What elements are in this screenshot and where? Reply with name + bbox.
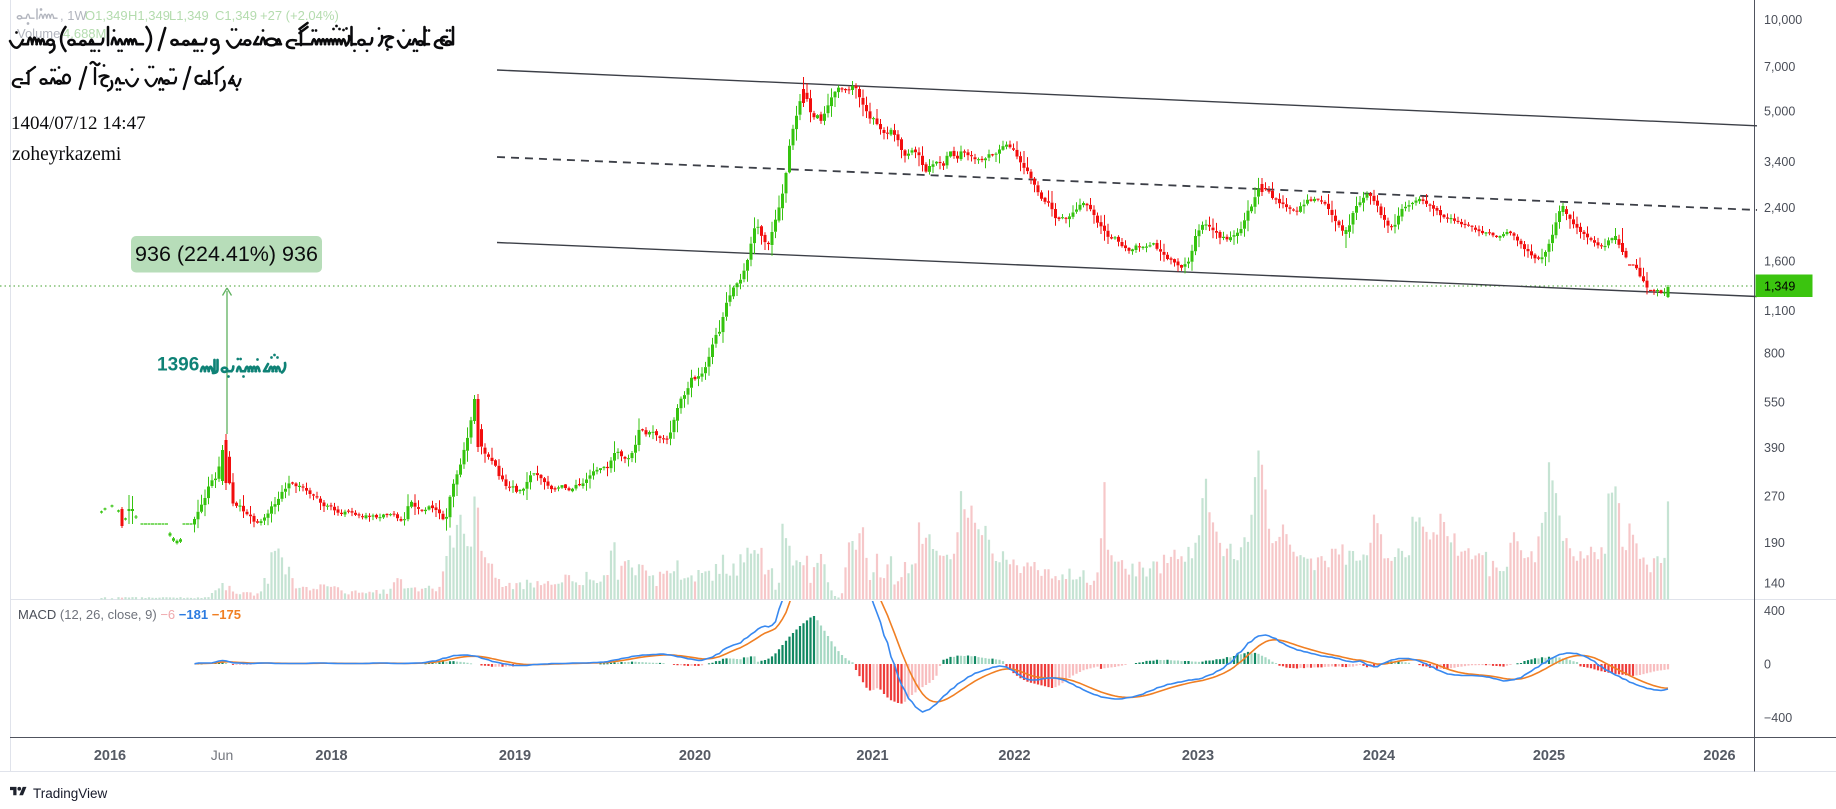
- svg-text:550: 550: [1764, 396, 1785, 410]
- svg-text:H1,349: H1,349: [128, 8, 170, 23]
- svg-text:1,349: 1,349: [1764, 280, 1795, 294]
- svg-text:2025: 2025: [1533, 748, 1565, 764]
- svg-text:390: 390: [1764, 441, 1785, 455]
- svg-text:Volume: Volume: [17, 26, 60, 41]
- svg-text:2026: 2026: [1703, 748, 1735, 764]
- svg-text:936 (224.41%) 936: 936 (224.41%) 936: [135, 242, 318, 266]
- svg-text:2021: 2021: [856, 748, 888, 764]
- svg-text:+27 (+2.04%): +27 (+2.04%): [260, 8, 339, 23]
- svg-text:7,000: 7,000: [1764, 60, 1795, 74]
- svg-text:400: 400: [1764, 604, 1785, 618]
- svg-text:2020: 2020: [679, 748, 711, 764]
- svg-text:2016: 2016: [94, 748, 126, 764]
- svg-text:5,000: 5,000: [1764, 104, 1795, 118]
- svg-text:1,100: 1,100: [1764, 304, 1795, 318]
- svg-text:3,400: 3,400: [1764, 155, 1795, 169]
- svg-text:2024: 2024: [1363, 748, 1395, 764]
- svg-text:800: 800: [1764, 346, 1785, 360]
- svg-text:190: 190: [1764, 536, 1785, 550]
- svg-text:140: 140: [1764, 576, 1785, 590]
- svg-text:O1,349: O1,349: [85, 8, 128, 23]
- svg-text:10,000: 10,000: [1764, 13, 1802, 27]
- svg-text:2019: 2019: [499, 748, 531, 764]
- svg-text:L1,349: L1,349: [169, 8, 209, 23]
- svg-text:C1,349: C1,349: [215, 8, 257, 23]
- svg-text:0: 0: [1764, 657, 1771, 671]
- svg-text:2023: 2023: [1182, 748, 1214, 764]
- svg-text:MACD (12, 26, close, 9) −6 −: MACD (12, 26, close, 9) −6 −181 −175: [18, 607, 241, 622]
- svg-text:zoheyrkazemi: zoheyrkazemi: [12, 144, 122, 165]
- svg-text:TradingView: TradingView: [33, 786, 108, 801]
- svg-text:2022: 2022: [998, 748, 1030, 764]
- svg-text:1,600: 1,600: [1764, 255, 1795, 269]
- svg-text:, 1W: , 1W: [60, 8, 87, 23]
- svg-text:1396: 1396: [157, 355, 199, 376]
- svg-text:−400: −400: [1764, 711, 1792, 725]
- svg-text:2,400: 2,400: [1764, 201, 1795, 215]
- svg-text:Jun: Jun: [211, 747, 234, 763]
- svg-text:270: 270: [1764, 490, 1785, 504]
- svg-text:1404/07/12 14:47: 1404/07/12 14:47: [11, 113, 146, 134]
- svg-text:2018: 2018: [315, 748, 347, 764]
- svg-text:4.688M: 4.688M: [63, 26, 106, 41]
